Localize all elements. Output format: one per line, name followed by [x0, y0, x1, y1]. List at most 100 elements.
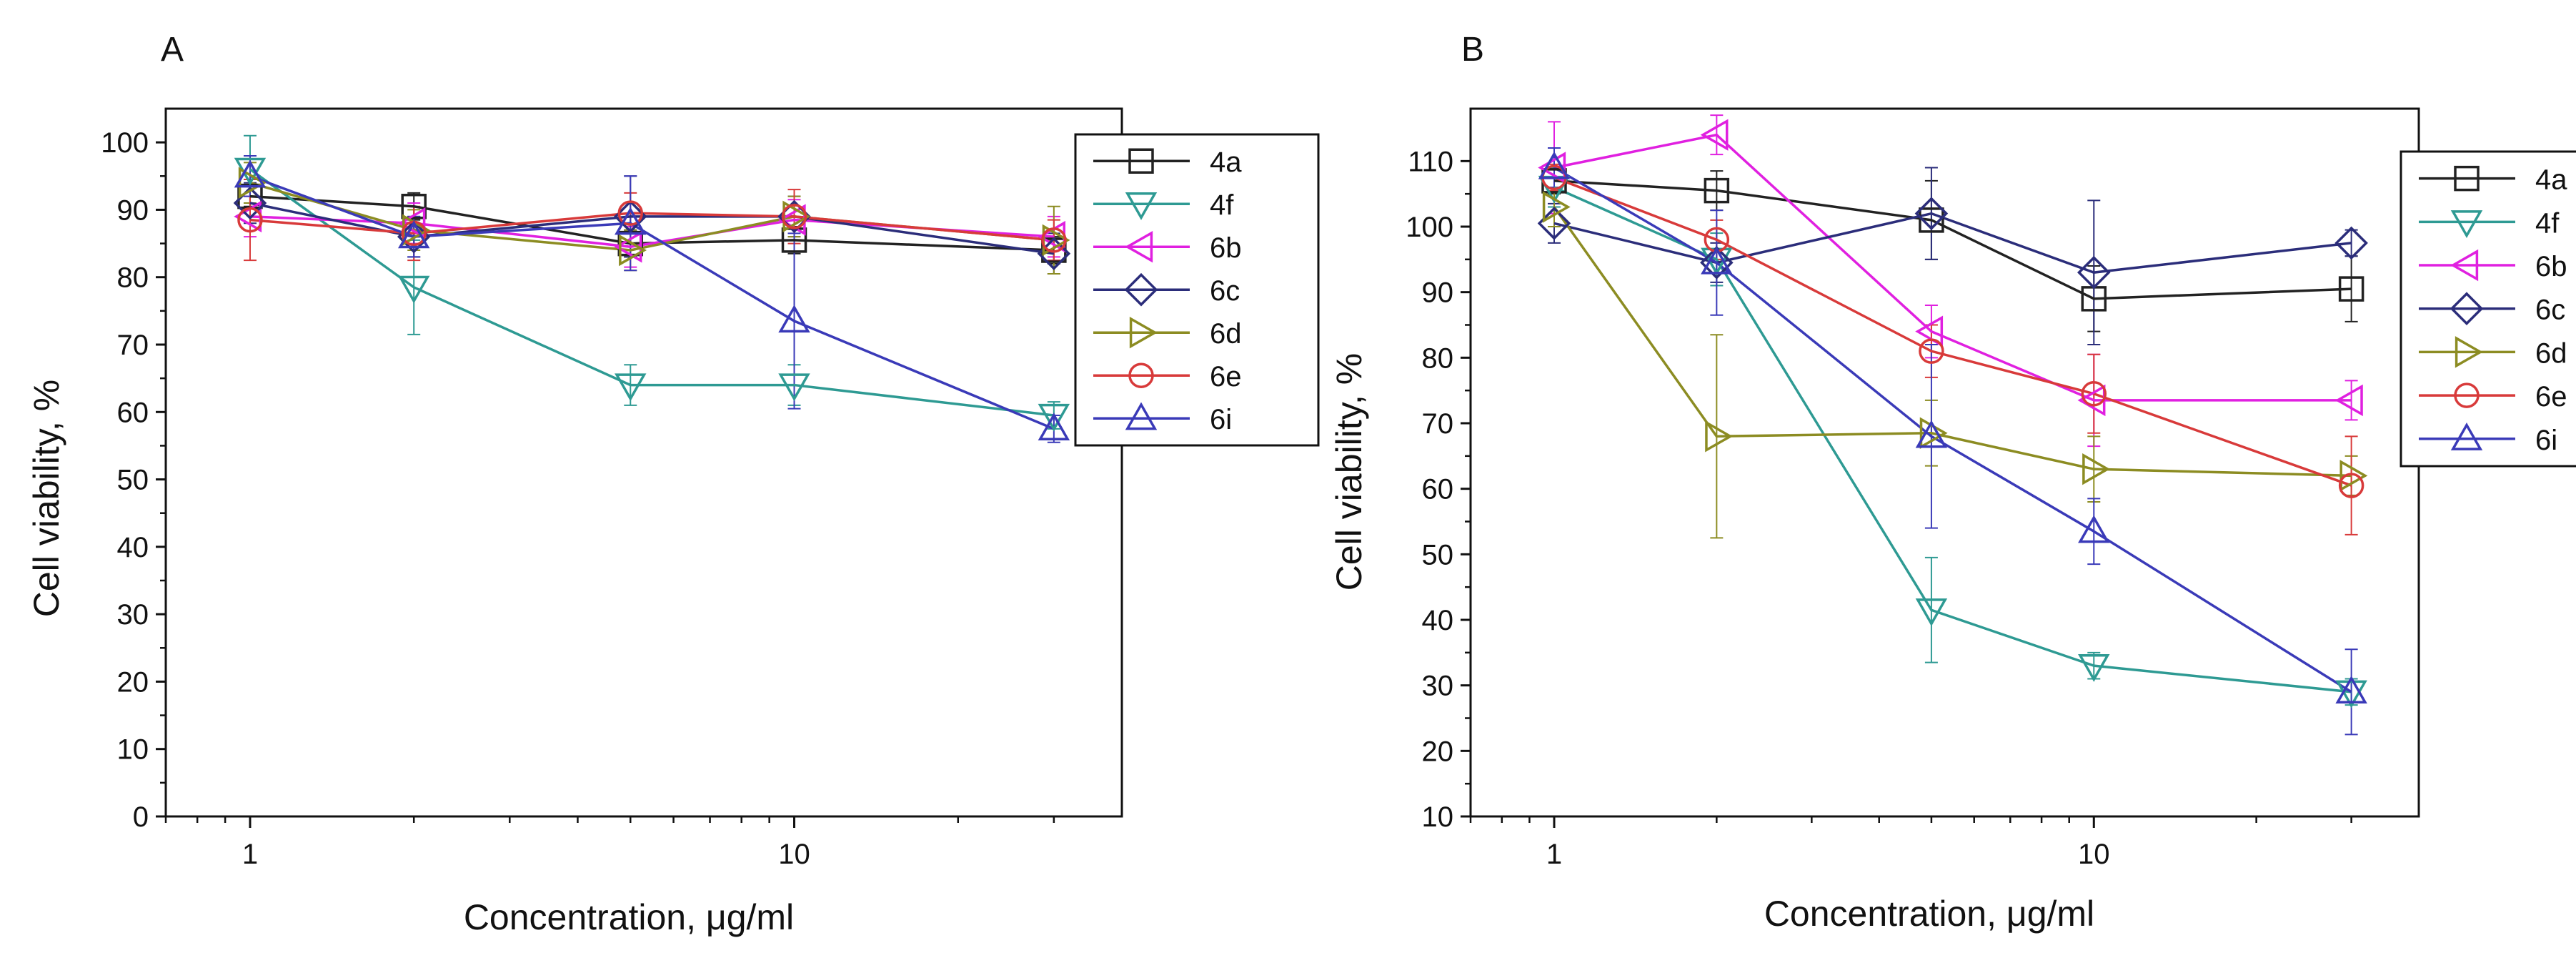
legend-item-6d: 6d [2419, 336, 2567, 369]
legend-item-4f: 4f [1093, 189, 1234, 221]
panel-label: A [161, 31, 184, 69]
point-4f [2335, 680, 2367, 708]
legend-item-6e: 6e [2419, 381, 2567, 413]
legend-label: 4f [2535, 207, 2560, 239]
y-tick-label: 80 [117, 262, 149, 294]
legend-item-4f: 4f [2419, 207, 2560, 239]
point-4a [2338, 276, 2364, 302]
x-tick-label: 10 [2078, 839, 2110, 870]
point-4f [397, 275, 430, 304]
error-bars [243, 134, 1060, 443]
point-6d [1705, 420, 1734, 453]
point-6b [1538, 152, 1566, 184]
error-bars [1547, 114, 2358, 736]
point-4f [1038, 403, 1070, 432]
point-6e [237, 207, 263, 233]
point-6d [2339, 460, 2368, 492]
legend-label: 4f [1210, 189, 1234, 221]
legend-label: 6c [2535, 295, 2565, 326]
point-6c [2077, 255, 2111, 290]
y-tick-label: 0 [133, 801, 149, 833]
point-4a [1541, 168, 1567, 194]
legend-item-6e: 6e [1093, 361, 1242, 392]
legend-item-4a: 4a [2419, 164, 2567, 196]
x-tick-label: 1 [1546, 839, 1562, 870]
point-6d [1542, 191, 1571, 223]
legend-marker [1125, 230, 1153, 263]
legend-marker [1125, 402, 1158, 430]
legend-item-6i: 6i [2419, 423, 2557, 456]
y-axis-label: Cell viability, % [1329, 353, 1369, 591]
y-tick-label: 90 [1422, 277, 1454, 309]
point-6c [613, 199, 647, 234]
legend-marker [2450, 210, 2483, 239]
y-tick-label: 60 [1422, 474, 1454, 505]
point-6i [2335, 676, 2367, 703]
point-6e [2338, 473, 2364, 498]
point-6d [2082, 453, 2111, 485]
y-tick-label: 80 [1422, 342, 1454, 374]
series-line-6e [249, 212, 1055, 242]
data-markers [233, 157, 1071, 441]
point-4f [778, 373, 810, 402]
y-tick-label: 70 [117, 330, 149, 361]
legend-marker [2450, 423, 2483, 450]
point-6i [397, 220, 430, 249]
y-tick-label: 100 [1406, 212, 1453, 243]
y-tick-label: 110 [1408, 146, 1453, 177]
point-6c [2334, 226, 2368, 260]
legend-label: 6b [2535, 251, 2567, 282]
legend-item-6i: 6i [1093, 402, 1232, 435]
point-6i [778, 305, 810, 333]
legend-item-6d: 6d [1093, 316, 1242, 350]
y-axis-label: Cell viability, % [26, 380, 66, 618]
point-6e [1919, 338, 1944, 364]
series-line-6e [1553, 176, 2352, 487]
y-tick-label: 50 [1422, 539, 1454, 571]
legend-marker [1124, 272, 1158, 307]
point-6b [1700, 119, 1729, 151]
point-6i [1538, 151, 1571, 179]
x-axis-label: Concentration, μg/ml [1764, 894, 2094, 934]
point-6d [619, 234, 647, 267]
point-6e [781, 204, 807, 229]
y-tick-label: 60 [117, 397, 149, 428]
y-tick-label: 10 [117, 734, 149, 766]
legend-marker [2454, 382, 2480, 408]
point-4f [1915, 598, 1948, 626]
legend-label: 6i [1210, 404, 1232, 435]
point-4a [2081, 286, 2107, 312]
legend-label: 6b [1210, 232, 1242, 264]
legend-marker [2455, 336, 2483, 368]
legend-label: 4a [2535, 164, 2567, 196]
series-lines [249, 168, 1055, 430]
point-6e [1041, 227, 1067, 253]
point-6c [233, 186, 267, 220]
y-tick-label: 20 [1422, 736, 1454, 767]
series-line-4f [1553, 186, 2352, 693]
axes-frame [156, 107, 1123, 828]
y-tick-label: 40 [1422, 605, 1454, 636]
y-tick-label: 20 [117, 666, 149, 698]
series-line-6i [249, 174, 1055, 430]
point-6i [234, 159, 267, 188]
series-line-6c [1553, 212, 2352, 274]
point-6c [1914, 197, 1949, 230]
point-6i [1701, 246, 1733, 275]
legend-label: 4a [1210, 147, 1242, 178]
point-6i [615, 207, 647, 235]
legend-marker [2450, 249, 2479, 282]
y-tick-label: 90 [117, 194, 149, 226]
series-line-4a [1553, 179, 2352, 300]
point-6i [1038, 413, 1070, 441]
legend: 4a 4f 6b 6c 6d 6e 6i [1074, 133, 1320, 447]
y-tick-label: 10 [1422, 801, 1454, 833]
legend-marker [2454, 165, 2480, 192]
point-6b [1915, 315, 1944, 347]
point-6i [1915, 420, 1948, 448]
